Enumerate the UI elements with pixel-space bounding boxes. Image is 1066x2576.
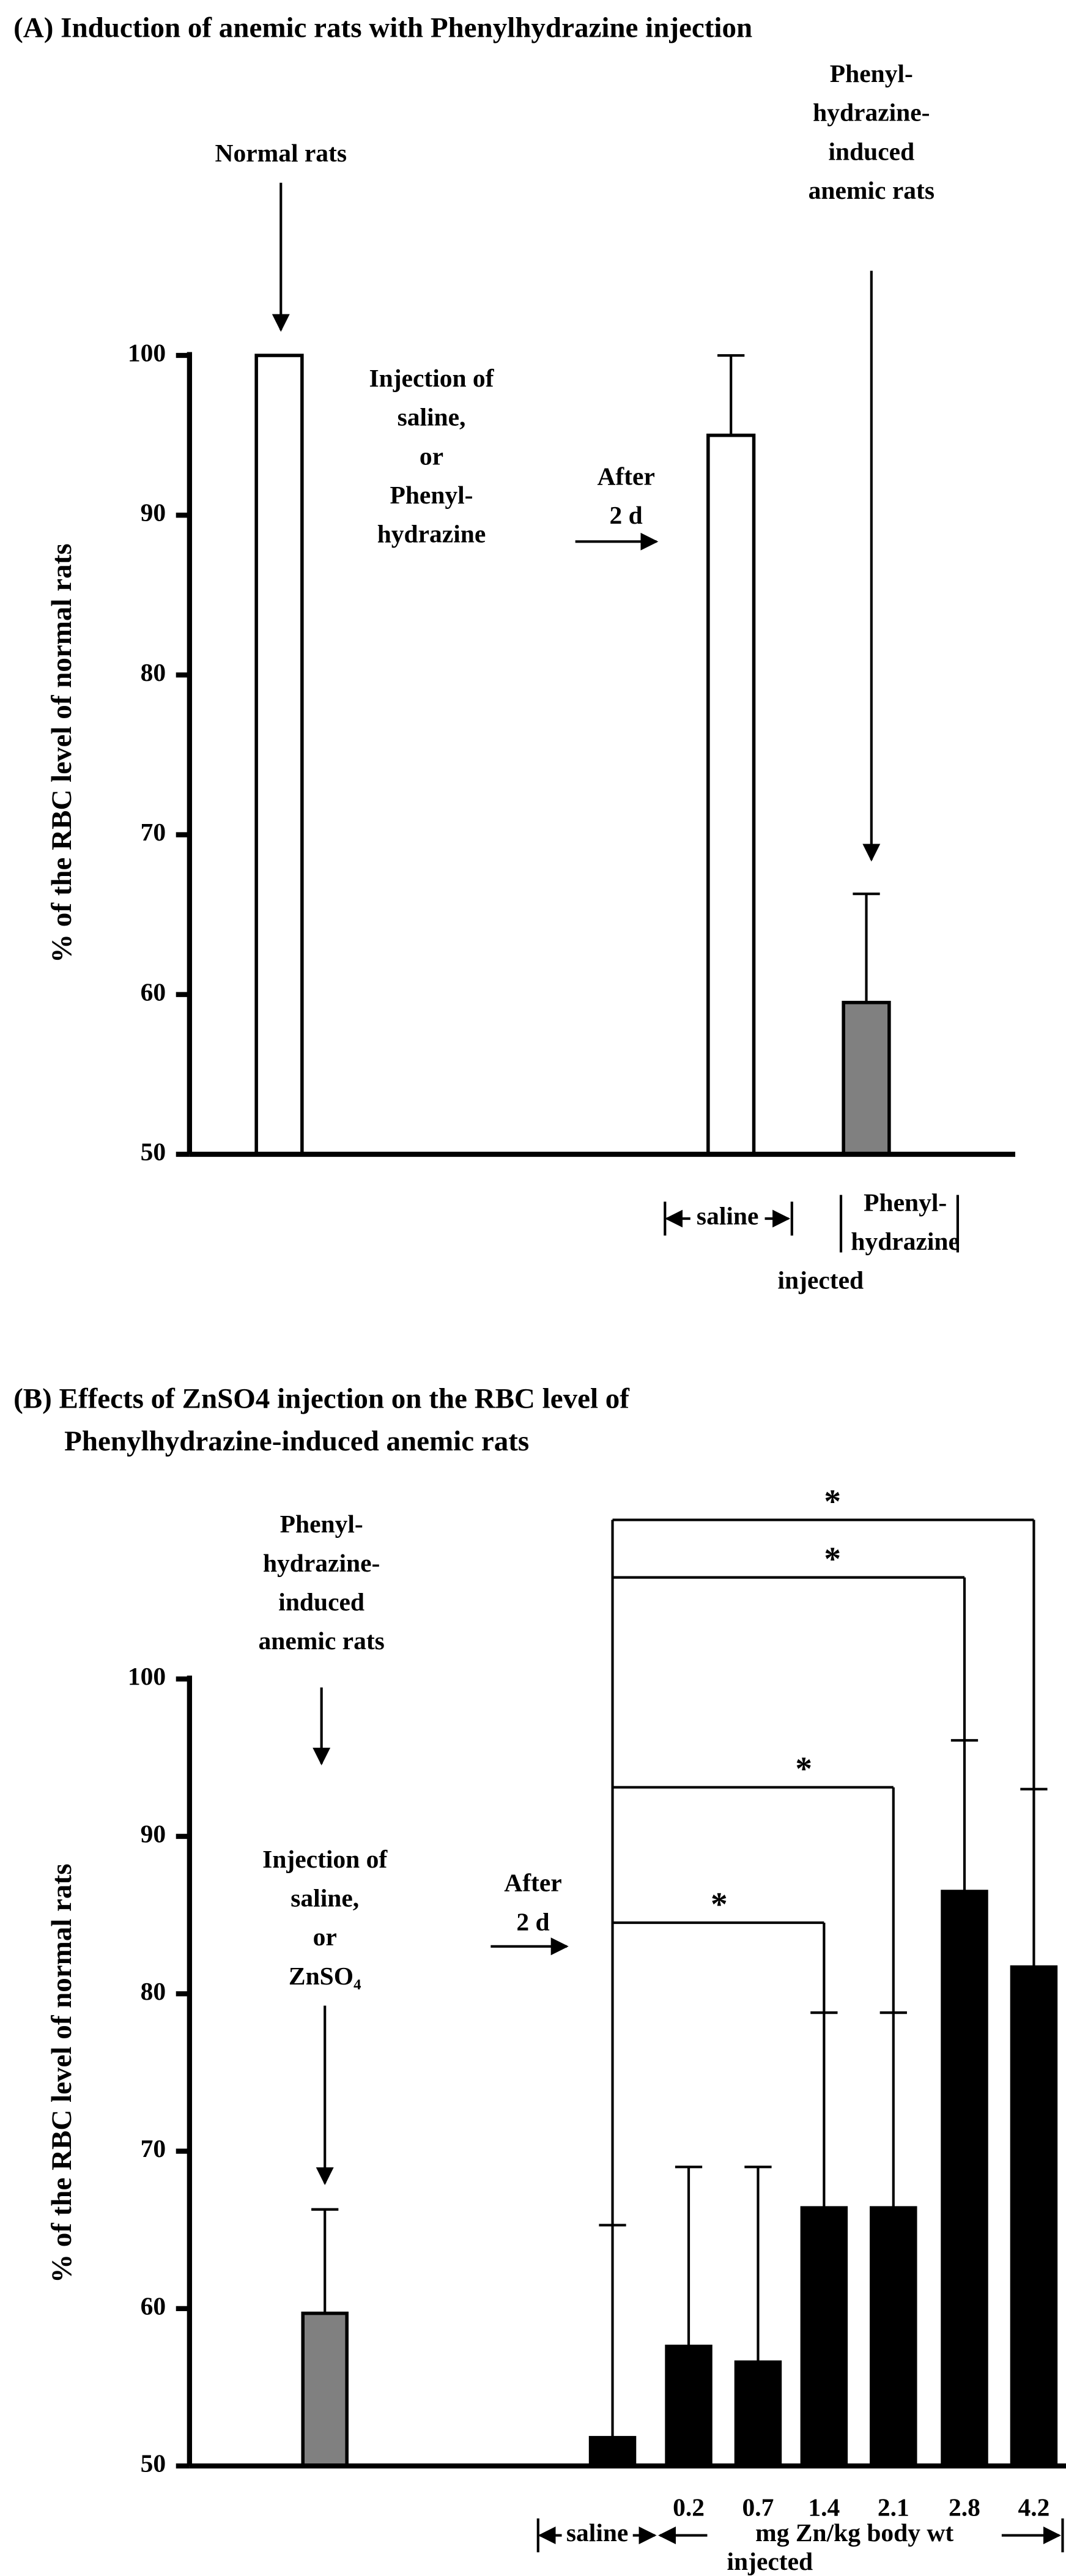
annotation: induced	[278, 1587, 365, 1616]
annotation: injected	[778, 1266, 864, 1294]
bar	[301, 2311, 349, 2468]
y-tick-label: 80	[141, 1977, 166, 2005]
bar	[800, 2206, 848, 2468]
panel-b-title: (B) Effects of ZnSO4 injection on the RB…	[13, 1383, 630, 1415]
annotation: saline,	[398, 403, 466, 431]
y-tick-label: 70	[141, 2134, 166, 2162]
annotation: or	[420, 442, 443, 470]
bar	[706, 433, 756, 1156]
annotation: saline,	[291, 1884, 359, 1912]
y-tick-label: 90	[141, 499, 166, 527]
y-tick-label: 100	[128, 339, 166, 367]
annotation: Phenyl-	[280, 1510, 363, 1538]
bar	[665, 2344, 713, 2468]
annotation: 2 d	[516, 1907, 549, 1936]
annotation: anemic rats	[809, 176, 935, 204]
annotation: After	[504, 1869, 561, 1897]
bar	[588, 2436, 637, 2468]
y-tick-label: 80	[141, 658, 166, 686]
significance-label: *	[711, 1885, 728, 1923]
x-tick-label: 0.2	[673, 2493, 705, 2522]
significance-label: *	[795, 1750, 812, 1787]
annotation: hydrazine	[851, 1227, 960, 1255]
annotation: or	[313, 1923, 337, 1951]
annotation: injected	[727, 2547, 813, 2575]
annotation: saline	[697, 1202, 758, 1230]
significance-label: *	[824, 1482, 841, 1520]
annotation: 2 d	[610, 501, 643, 529]
annotation: Phenyl-	[390, 481, 473, 509]
bar	[842, 1001, 891, 1156]
y-tick-label: 90	[141, 1819, 166, 1847]
annotation: mg Zn/kg body wt	[755, 2518, 953, 2547]
annotation: After	[597, 462, 654, 491]
annotation: Injection of	[369, 364, 494, 392]
significance-label: *	[824, 1540, 841, 1577]
annotation: hydrazine-	[813, 98, 930, 127]
annotation: Injection of	[262, 1845, 388, 1873]
annotation: Phenyl-	[864, 1188, 947, 1216]
annotation: saline	[566, 2518, 628, 2547]
bar	[941, 1890, 988, 2468]
y-tick-label: 60	[141, 978, 166, 1006]
x-tick-label: 4.2	[1018, 2493, 1049, 2522]
y-tick-label: 50	[141, 2449, 166, 2478]
bar	[254, 354, 304, 1156]
panel-a-title: (A) Induction of anemic rats with Phenyl…	[13, 12, 752, 44]
annotation: Normal rats	[215, 139, 347, 167]
y-tick-label: 70	[141, 818, 166, 846]
x-tick-label: 1.4	[808, 2493, 840, 2522]
annotation: induced	[828, 137, 914, 165]
annotation: hydrazine	[377, 520, 486, 548]
y-tick-label: 100	[128, 1662, 166, 1690]
bar	[870, 2206, 917, 2468]
bar	[734, 2360, 782, 2468]
y-axis-label: % of the RBC level of normal rats	[46, 543, 78, 963]
y-tick-label: 50	[141, 1137, 166, 1165]
y-axis-label: % of the RBC level of normal rats	[46, 1864, 78, 2284]
x-tick-label: 0.7	[742, 2493, 774, 2522]
x-tick-label: 2.8	[949, 2493, 980, 2522]
annotation: anemic rats	[259, 1627, 385, 1655]
annotation: Phenyl-	[830, 59, 913, 87]
bar	[1010, 1965, 1058, 2468]
annotation: hydrazine-	[263, 1549, 380, 1577]
y-tick-label: 60	[141, 2292, 166, 2320]
panel-b-subtitle: Phenylhydrazine-induced anemic rats	[64, 1425, 529, 1457]
annotation: ZnSO₄	[289, 1962, 361, 1990]
x-tick-label: 2.1	[878, 2493, 909, 2522]
arrows	[272, 182, 1064, 2553]
